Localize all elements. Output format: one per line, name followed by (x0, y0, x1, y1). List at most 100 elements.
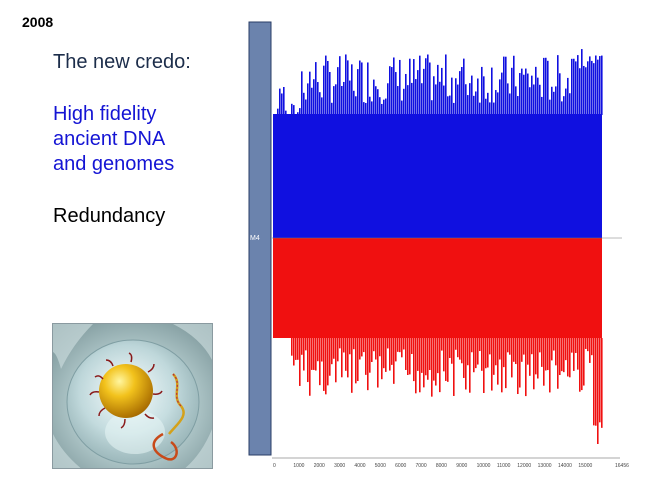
reverse-read-column (521, 338, 523, 362)
reverse-read-column (463, 338, 465, 378)
forward-read-column (503, 56, 505, 115)
forward-read-column (329, 71, 331, 115)
forward-read-column (443, 85, 445, 115)
reverse-read-column (597, 338, 599, 444)
reverse-read-column (567, 338, 569, 377)
forward-read-column (521, 68, 523, 115)
reverse-read-column (557, 338, 559, 389)
reverse-read-column (493, 338, 495, 375)
reverse-read-column (563, 338, 565, 373)
forward-read-column (571, 58, 573, 115)
reverse-read-column (403, 338, 405, 350)
forward-read-column (437, 64, 439, 115)
reverse-read-column (423, 338, 425, 388)
reverse-read-column (301, 338, 303, 355)
highlight-line-1: High fidelity (53, 103, 157, 125)
reverse-read-column (377, 338, 379, 388)
forward-read-column (465, 84, 467, 115)
reverse-read-column (511, 338, 513, 378)
forward-read-column (317, 82, 319, 115)
forward-read-column (551, 86, 553, 115)
forward-read-column (565, 88, 567, 115)
reverse-read-column (319, 338, 321, 386)
forward-read-column (499, 79, 501, 115)
coverage-chart: M4 0 1000 2000 3000 4000 5000 6000 7000 8000 9000… (248, 21, 629, 469)
reverse-read-column (449, 338, 451, 359)
reverse-read-column (549, 338, 551, 393)
reverse-read-column (381, 338, 383, 380)
reverse-read-column (427, 338, 429, 380)
reverse-read-column (437, 338, 439, 374)
forward-read-column (309, 71, 311, 115)
dna-bead-illustration (52, 323, 213, 469)
forward-read-column (283, 87, 285, 115)
reverse-read-column (475, 338, 477, 369)
reverse-read-column (453, 338, 455, 396)
forward-read-column (457, 84, 459, 115)
reverse-read-column (571, 338, 573, 353)
reverse-read-column (445, 338, 447, 381)
forward-read-column (351, 64, 353, 115)
forward-read-column (545, 57, 547, 115)
reverse-read-column (323, 338, 325, 391)
forward-read-column (511, 67, 513, 115)
forward-read-column (601, 55, 603, 115)
forward-read-column (397, 86, 399, 115)
reverse-read-column (375, 338, 377, 360)
forward-read-column (581, 49, 583, 115)
forward-read-column (313, 79, 315, 115)
forward-read-column (293, 105, 295, 115)
forward-read-column (401, 100, 403, 115)
reverse-read-column (513, 338, 515, 362)
forward-read-column (417, 70, 419, 115)
reverse-read-column (531, 338, 533, 355)
forward-read-column (575, 61, 577, 115)
reverse-read-column (535, 338, 537, 375)
forward-read-column (475, 91, 477, 115)
forward-read-column (327, 60, 329, 115)
forward-read-column (483, 76, 485, 115)
reverse-read-column (297, 338, 299, 360)
reverse-read-column (537, 338, 539, 379)
forward-read-column (409, 58, 411, 115)
reverse-read-column (303, 338, 305, 371)
reverse-read-column (443, 338, 445, 372)
forward-read-column (383, 99, 385, 115)
forward-read-column (449, 95, 451, 115)
forward-read-column (469, 83, 471, 115)
forward-read-column (345, 54, 347, 115)
forward-read-column (441, 67, 443, 115)
forward-read-column (403, 88, 405, 115)
forward-read-column (553, 91, 555, 115)
reverse-read-column (433, 338, 435, 381)
reverse-read-column (515, 338, 517, 365)
reverse-read-column (599, 338, 601, 423)
reverse-read-column (591, 338, 593, 356)
forward-read-column (585, 67, 587, 115)
reverse-read-column (379, 338, 381, 357)
x-tick-label: 3000 (334, 463, 345, 469)
x-tick-label: 1000 (293, 463, 304, 469)
reverse-read-column (581, 338, 583, 391)
forward-read-column (339, 56, 341, 115)
reverse-read-column (583, 338, 585, 386)
forward-read-column (491, 67, 493, 115)
forward-read-column (527, 73, 529, 115)
reverse-read-column (293, 338, 295, 366)
forward-read-column (393, 57, 395, 115)
forward-read-column (405, 73, 407, 115)
forward-read-column (513, 55, 515, 115)
reverse-read-column (477, 338, 479, 365)
forward-read-column (311, 87, 313, 115)
reverse-read-column (455, 338, 457, 350)
forward-read-column (569, 93, 571, 115)
reverse-read-column (331, 338, 333, 365)
reverse-read-column (345, 338, 347, 371)
x-tick-label: 8000 (436, 463, 447, 469)
forward-read-column (493, 102, 495, 115)
forward-read-column (451, 77, 453, 115)
forward-read-column (359, 60, 361, 115)
reverse-read-column (327, 338, 329, 386)
forward-read-column (275, 114, 277, 115)
highlight-line-2: ancient DNA (53, 128, 166, 150)
